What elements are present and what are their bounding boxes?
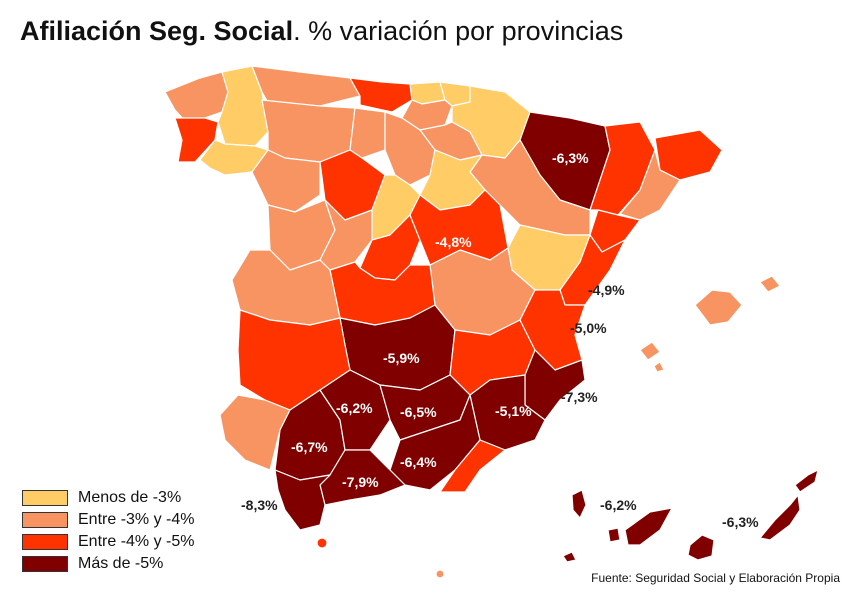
map-title-bold: Afiliación Seg. Social: [20, 16, 294, 46]
island-el-hierro: [562, 551, 577, 563]
legend-swatch: [22, 534, 68, 550]
label-jaen: -6,5%: [400, 404, 437, 420]
label-cordoba: -6,2%: [336, 400, 373, 416]
legend-label: Más de -5%: [78, 555, 164, 572]
label-castellon: -4,9%: [588, 282, 625, 298]
legend-label: Entre -3% y -4%: [78, 511, 195, 528]
province-pontevedra: [174, 117, 219, 163]
legend-item: Menos de -3%: [22, 487, 194, 509]
province-almeria: [439, 439, 506, 493]
legend-swatch: [22, 490, 68, 506]
label-ciudad-real: -5,9%: [383, 350, 420, 366]
legend-swatch: [22, 556, 68, 572]
province-cordoba: [319, 369, 391, 451]
label-las-palmas: -6,3%: [722, 514, 759, 530]
province-leon: [261, 99, 356, 163]
label-valencia: -5,0%: [570, 320, 607, 336]
legend-item: Más de -5%: [22, 553, 194, 575]
island-la-gomera: [607, 527, 621, 543]
legend-label: Menos de -3%: [78, 489, 182, 506]
map-title-rest: . % variación por provincias: [293, 16, 624, 46]
label-tenerife: -6,2%: [600, 497, 637, 513]
province-barcelona: [619, 149, 681, 221]
island-lanzarote: [794, 469, 819, 493]
province-baleares-formentera: [653, 361, 665, 373]
label-huesca: -6,3%: [552, 150, 589, 166]
label-sevilla: -6,7%: [291, 439, 328, 455]
province-cadiz: [274, 469, 331, 531]
map-title: Afiliación Seg. Social. % variación por …: [20, 16, 623, 47]
label-granada: -6,4%: [400, 454, 437, 470]
source-note: Fuente: Seguridad Social y Elaboración P…: [591, 571, 840, 585]
province-palencia: [349, 107, 386, 159]
melilla: [435, 569, 445, 579]
label-malaga: -7,9%: [342, 474, 379, 490]
province-baleares-ibiza: [639, 341, 661, 361]
island-tenerife: [624, 507, 673, 546]
island-la-palma: [571, 489, 587, 519]
map-legend: Menos de -3% Entre -3% y -4% Entre -4% y…: [22, 487, 194, 575]
label-cadiz: -8,3%: [241, 497, 278, 513]
province-huelva: [219, 394, 291, 471]
island-gran-canaria: [687, 534, 715, 561]
province-baleares-mallorca: [694, 289, 743, 326]
label-cuenca: -4,8%: [435, 234, 472, 250]
legend-swatch: [22, 512, 68, 528]
label-alicante: -7,3%: [561, 389, 598, 405]
province-baleares-menorca: [759, 275, 781, 293]
ceuta: [316, 537, 328, 549]
legend-item: Entre -4% y -5%: [22, 531, 194, 553]
province-asturias: [251, 65, 361, 107]
province-cantabria: [349, 77, 413, 113]
island-fuerteventura: [759, 494, 801, 541]
province-a-coruna: [164, 71, 229, 123]
label-murcia: -5,1%: [495, 403, 532, 419]
legend-item: Entre -3% y -4%: [22, 509, 194, 531]
legend-label: Entre -4% y -5%: [78, 533, 195, 550]
